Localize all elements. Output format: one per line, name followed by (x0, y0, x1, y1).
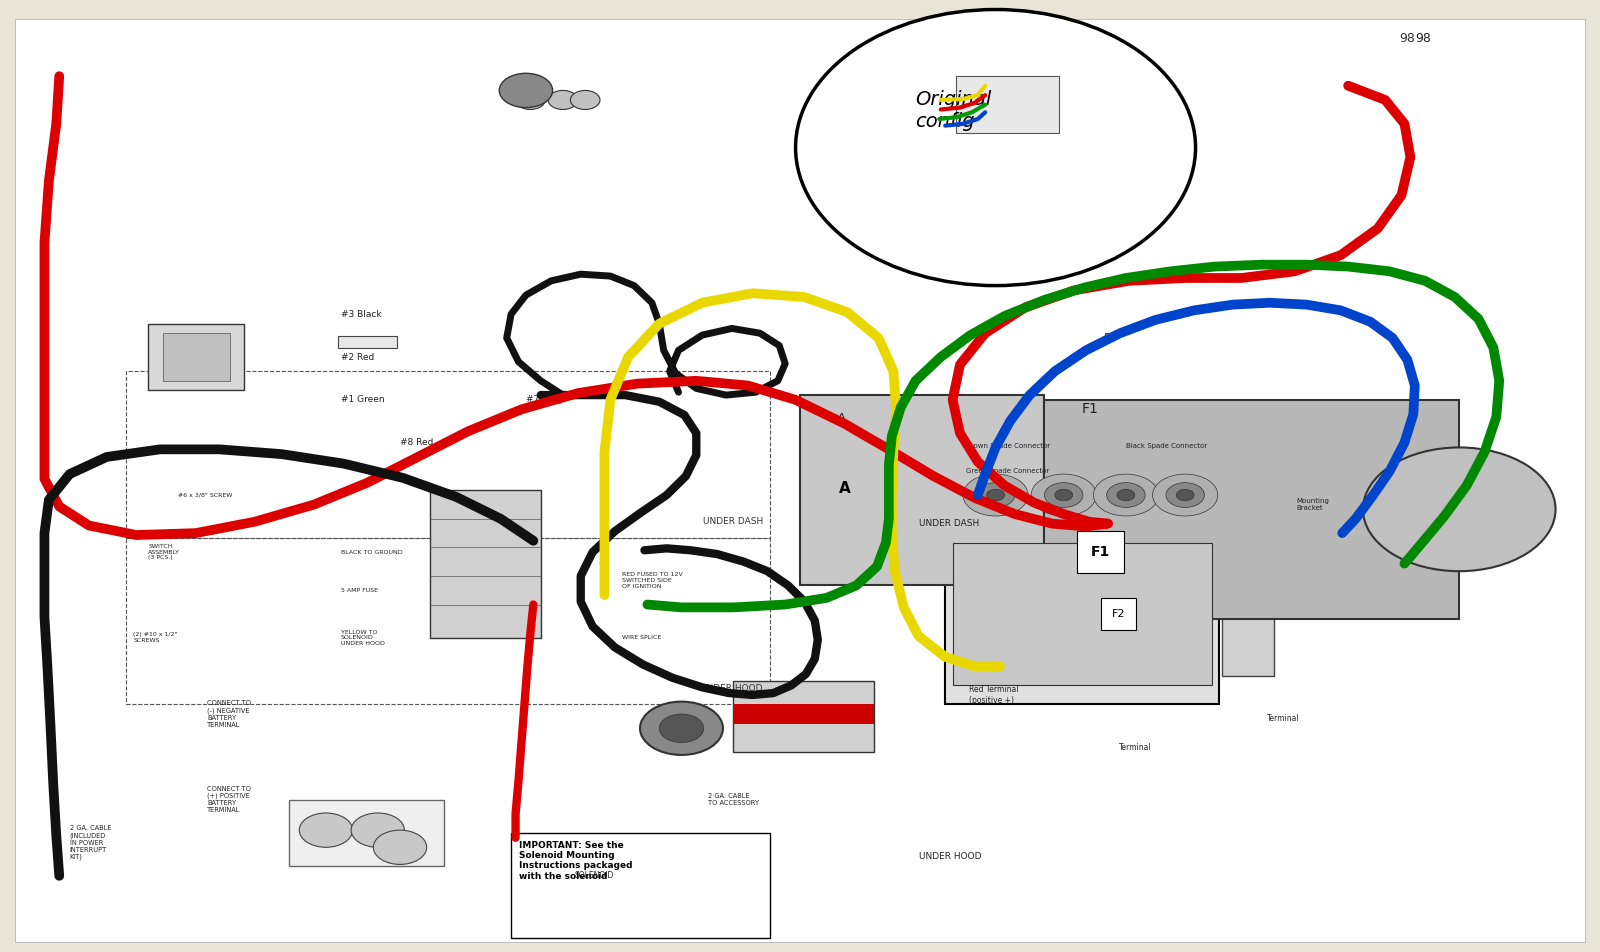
Circle shape (1166, 483, 1205, 507)
Text: Black Spade Connector: Black Spade Connector (1126, 443, 1206, 448)
Text: 98: 98 (1414, 31, 1430, 45)
Text: F1: F1 (1082, 403, 1098, 416)
Circle shape (1117, 489, 1134, 501)
Text: CONNECT TO
(+) POSITIVE
BATTERY
TERMINAL: CONNECT TO (+) POSITIVE BATTERY TERMINAL (208, 786, 251, 813)
Circle shape (1093, 474, 1158, 516)
Bar (126, 371, 770, 538)
Text: IMPORTANT: See the
Solenoid Mounting
Instructions packaged
with the solenoid: IMPORTANT: See the Solenoid Mounting Ins… (518, 841, 632, 881)
Circle shape (1152, 474, 1218, 516)
Text: SOLENOID: SOLENOID (574, 871, 614, 881)
Bar (952, 543, 1211, 685)
Ellipse shape (795, 10, 1195, 286)
Bar (800, 395, 1045, 585)
Circle shape (299, 813, 352, 847)
Bar (1222, 466, 1274, 676)
Text: F1: F1 (1091, 545, 1110, 559)
Bar (149, 324, 245, 390)
Text: Terminal: Terminal (1118, 743, 1150, 752)
Bar (510, 833, 770, 938)
Text: #3 Black: #3 Black (341, 309, 381, 319)
Text: Red Terminal
(positive +): Red Terminal (positive +) (970, 685, 1018, 704)
Bar (733, 704, 874, 724)
Text: Brown Spade Connector: Brown Spade Connector (966, 443, 1050, 448)
Circle shape (570, 90, 600, 109)
Circle shape (1030, 474, 1096, 516)
Circle shape (373, 830, 427, 864)
Bar (733, 681, 874, 752)
Text: F2: F2 (1112, 609, 1125, 619)
Bar (946, 447, 1219, 704)
Text: #2 Red: #2 Red (341, 352, 374, 362)
Text: 2 GA. CABLE
TO ACCESSORY: 2 GA. CABLE TO ACCESSORY (709, 793, 760, 806)
Circle shape (976, 483, 1014, 507)
Circle shape (350, 813, 405, 847)
Text: UNDER HOOD: UNDER HOOD (918, 852, 981, 862)
Text: 98: 98 (1398, 31, 1414, 45)
Circle shape (659, 714, 704, 743)
Circle shape (515, 90, 546, 109)
Circle shape (640, 702, 723, 755)
Bar (338, 336, 397, 348)
Text: F2: F2 (1104, 333, 1117, 343)
Text: #6 x 3/8" SCREW: #6 x 3/8" SCREW (178, 492, 232, 498)
Text: 5 AMP FUSE: 5 AMP FUSE (341, 587, 378, 593)
Circle shape (1107, 483, 1146, 507)
Circle shape (1363, 447, 1555, 571)
Text: SWITCH
ASSEMBLY
(3 PCS.): SWITCH ASSEMBLY (3 PCS.) (149, 544, 181, 561)
Text: #7 Grey: #7 Grey (526, 395, 563, 405)
Text: (2) #10 x 1/2"
SCREWS: (2) #10 x 1/2" SCREWS (133, 632, 178, 644)
Text: 2 GA. CABLE
(INCLUDED
IN POWER
INTERRUPT
KIT): 2 GA. CABLE (INCLUDED IN POWER INTERRUPT… (70, 825, 110, 860)
Bar (126, 538, 770, 704)
Bar (290, 800, 445, 866)
Text: WIRE SPLICE: WIRE SPLICE (622, 635, 661, 641)
Text: Mounting
Bracket: Mounting Bracket (1296, 498, 1330, 511)
Text: Green Spade Connector: Green Spade Connector (966, 468, 1050, 474)
Text: #1 Green: #1 Green (341, 395, 384, 405)
Text: #8 Red: #8 Red (400, 438, 434, 447)
Circle shape (1054, 489, 1072, 501)
Bar (955, 76, 1059, 133)
Text: CONNECT TO
(-) NEGATIVE
BATTERY
TERMINAL: CONNECT TO (-) NEGATIVE BATTERY TERMINAL (208, 701, 251, 727)
Text: Terminal: Terminal (1267, 714, 1299, 724)
Circle shape (987, 489, 1005, 501)
Text: YELLOW TO
SOLENOID
UNDER HOOD: YELLOW TO SOLENOID UNDER HOOD (341, 629, 384, 646)
Circle shape (1045, 483, 1083, 507)
Text: UNDER DASH: UNDER DASH (702, 518, 763, 526)
Circle shape (549, 90, 578, 109)
Circle shape (1176, 489, 1194, 501)
Bar (163, 333, 230, 381)
Text: BLACK TO GROUND: BLACK TO GROUND (341, 549, 402, 555)
Text: RED FUSED TO 12V
SWITCHED SIDE
OF IGNITION: RED FUSED TO 12V SWITCHED SIDE OF IGNITI… (622, 572, 683, 589)
Text: Original
config: Original config (915, 90, 992, 131)
Circle shape (963, 474, 1029, 516)
Text: UNDER HOOD: UNDER HOOD (701, 684, 763, 693)
Bar (430, 490, 541, 638)
Text: UNDER DASH: UNDER DASH (918, 519, 979, 528)
Circle shape (499, 73, 552, 108)
Text: A: A (838, 481, 850, 496)
Bar (1045, 400, 1459, 619)
Text: A: A (837, 412, 846, 426)
